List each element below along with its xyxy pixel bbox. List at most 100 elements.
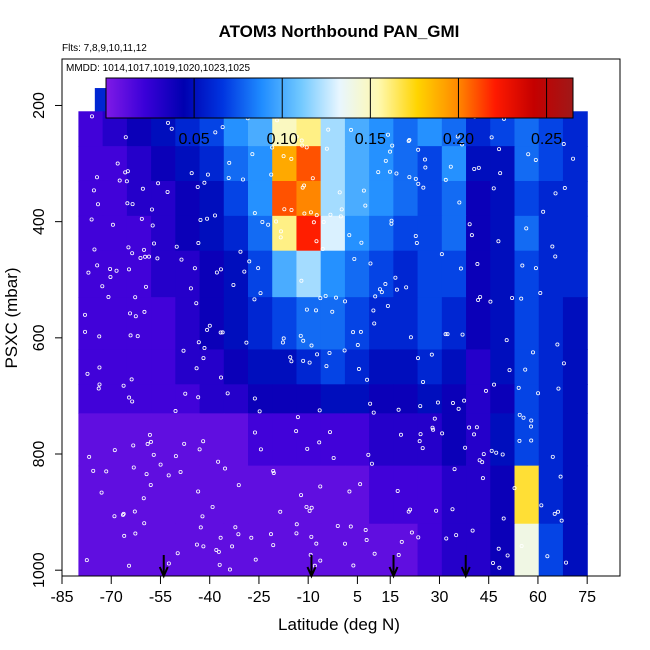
sample-point <box>372 551 377 556</box>
sample-point <box>445 332 450 337</box>
heatmap-cell <box>199 215 225 252</box>
sample-point <box>396 553 401 558</box>
heatmap-cell <box>296 250 322 298</box>
x-tick-label: 75 <box>578 589 596 606</box>
sample-point <box>288 355 293 360</box>
sample-point <box>179 257 184 262</box>
x-tick-label: -85 <box>50 589 73 606</box>
sample-point <box>231 282 236 287</box>
heatmap-cell <box>490 250 516 298</box>
x-tick-label: -70 <box>100 589 123 606</box>
sample-point <box>294 429 299 434</box>
sample-point <box>252 297 257 302</box>
sample-point <box>553 191 558 196</box>
sample-point <box>133 314 138 319</box>
heatmap-cell <box>126 523 152 576</box>
sample-point <box>327 430 332 435</box>
sample-point <box>138 255 143 260</box>
sample-point <box>351 330 356 335</box>
plot-frame <box>61 58 621 577</box>
sample-point <box>121 383 126 388</box>
heatmap-cell <box>466 250 491 298</box>
chart-title: ATOM3 Northbound PAN_GMI <box>219 22 460 41</box>
sample-point <box>356 367 361 372</box>
heatmap-cell <box>248 465 273 525</box>
sample-point <box>443 177 448 182</box>
sample-point <box>299 278 304 283</box>
heatmap-cell <box>514 349 540 385</box>
sample-point <box>115 161 120 166</box>
heatmap-cell <box>78 180 104 217</box>
sample-point <box>278 235 283 240</box>
sample-point <box>431 427 436 432</box>
heatmap-cell <box>223 215 249 252</box>
colorbar-tick-label: 0.25 <box>531 131 562 148</box>
heatmap-cell <box>344 250 370 298</box>
heatmap-cell <box>223 413 249 467</box>
heatmap-cell <box>466 180 491 217</box>
heatmap-cell <box>78 349 104 385</box>
heatmap-cell <box>466 465 491 525</box>
sample-point <box>307 508 312 513</box>
colorbar-tick-label: 0.20 <box>443 131 474 148</box>
heatmap-cell <box>417 413 443 467</box>
heatmap-cell <box>393 180 419 217</box>
sample-point <box>142 309 147 314</box>
heatmap-cell <box>296 297 322 351</box>
sample-point <box>460 142 465 147</box>
sample-point <box>218 535 223 540</box>
heatmap-cell <box>538 250 564 298</box>
heatmap-cell <box>562 180 588 217</box>
sample-point <box>365 377 370 382</box>
sample-point <box>440 431 445 436</box>
heatmap-cell <box>248 297 273 351</box>
heatmap-cell <box>296 180 322 217</box>
heatmap-cell <box>441 250 467 298</box>
sample-point <box>489 448 494 453</box>
heatmap-cell <box>466 146 491 182</box>
sample-point <box>490 560 495 565</box>
y-tick-label: 200 <box>31 92 48 119</box>
sample-point <box>373 294 378 299</box>
heatmap-cell <box>272 297 298 351</box>
heatmap-cell <box>320 465 346 525</box>
sample-point <box>349 127 354 132</box>
sample-point <box>223 466 228 471</box>
sample-point <box>197 447 202 452</box>
sample-point <box>225 391 230 396</box>
sample-point <box>497 565 502 570</box>
sample-point <box>274 219 279 224</box>
heatmap-cell <box>562 523 588 576</box>
heatmap-cell <box>272 215 298 252</box>
sample-point <box>472 166 477 171</box>
sample-point <box>266 222 271 227</box>
sample-point <box>476 298 481 303</box>
sample-point <box>311 220 316 225</box>
heatmap-cell <box>102 215 128 252</box>
sample-point <box>214 270 219 275</box>
sample-point <box>146 254 151 259</box>
sample-point <box>559 518 564 523</box>
sample-point <box>155 256 160 261</box>
sample-point <box>556 386 561 391</box>
sample-point <box>196 241 201 246</box>
heatmap-cell <box>151 250 176 298</box>
sample-point <box>218 267 223 272</box>
sample-point <box>230 544 235 549</box>
y-axis-label: PSXC (mbar) <box>2 267 21 368</box>
sample-point <box>99 490 104 495</box>
heatmap-cell <box>296 349 322 385</box>
heatmap-cell <box>320 349 346 385</box>
heatmap-cell <box>417 297 443 351</box>
sample-point <box>545 554 550 559</box>
sample-point <box>289 207 294 212</box>
sample-point <box>519 296 524 301</box>
sample-point <box>347 489 352 494</box>
heatmap-cell <box>417 384 443 414</box>
sample-point <box>524 226 529 231</box>
sample-point <box>320 247 325 252</box>
sample-point <box>91 468 96 473</box>
heatmap-cell <box>126 297 152 351</box>
heatmap-cell <box>78 146 104 182</box>
sample-point <box>97 334 102 339</box>
